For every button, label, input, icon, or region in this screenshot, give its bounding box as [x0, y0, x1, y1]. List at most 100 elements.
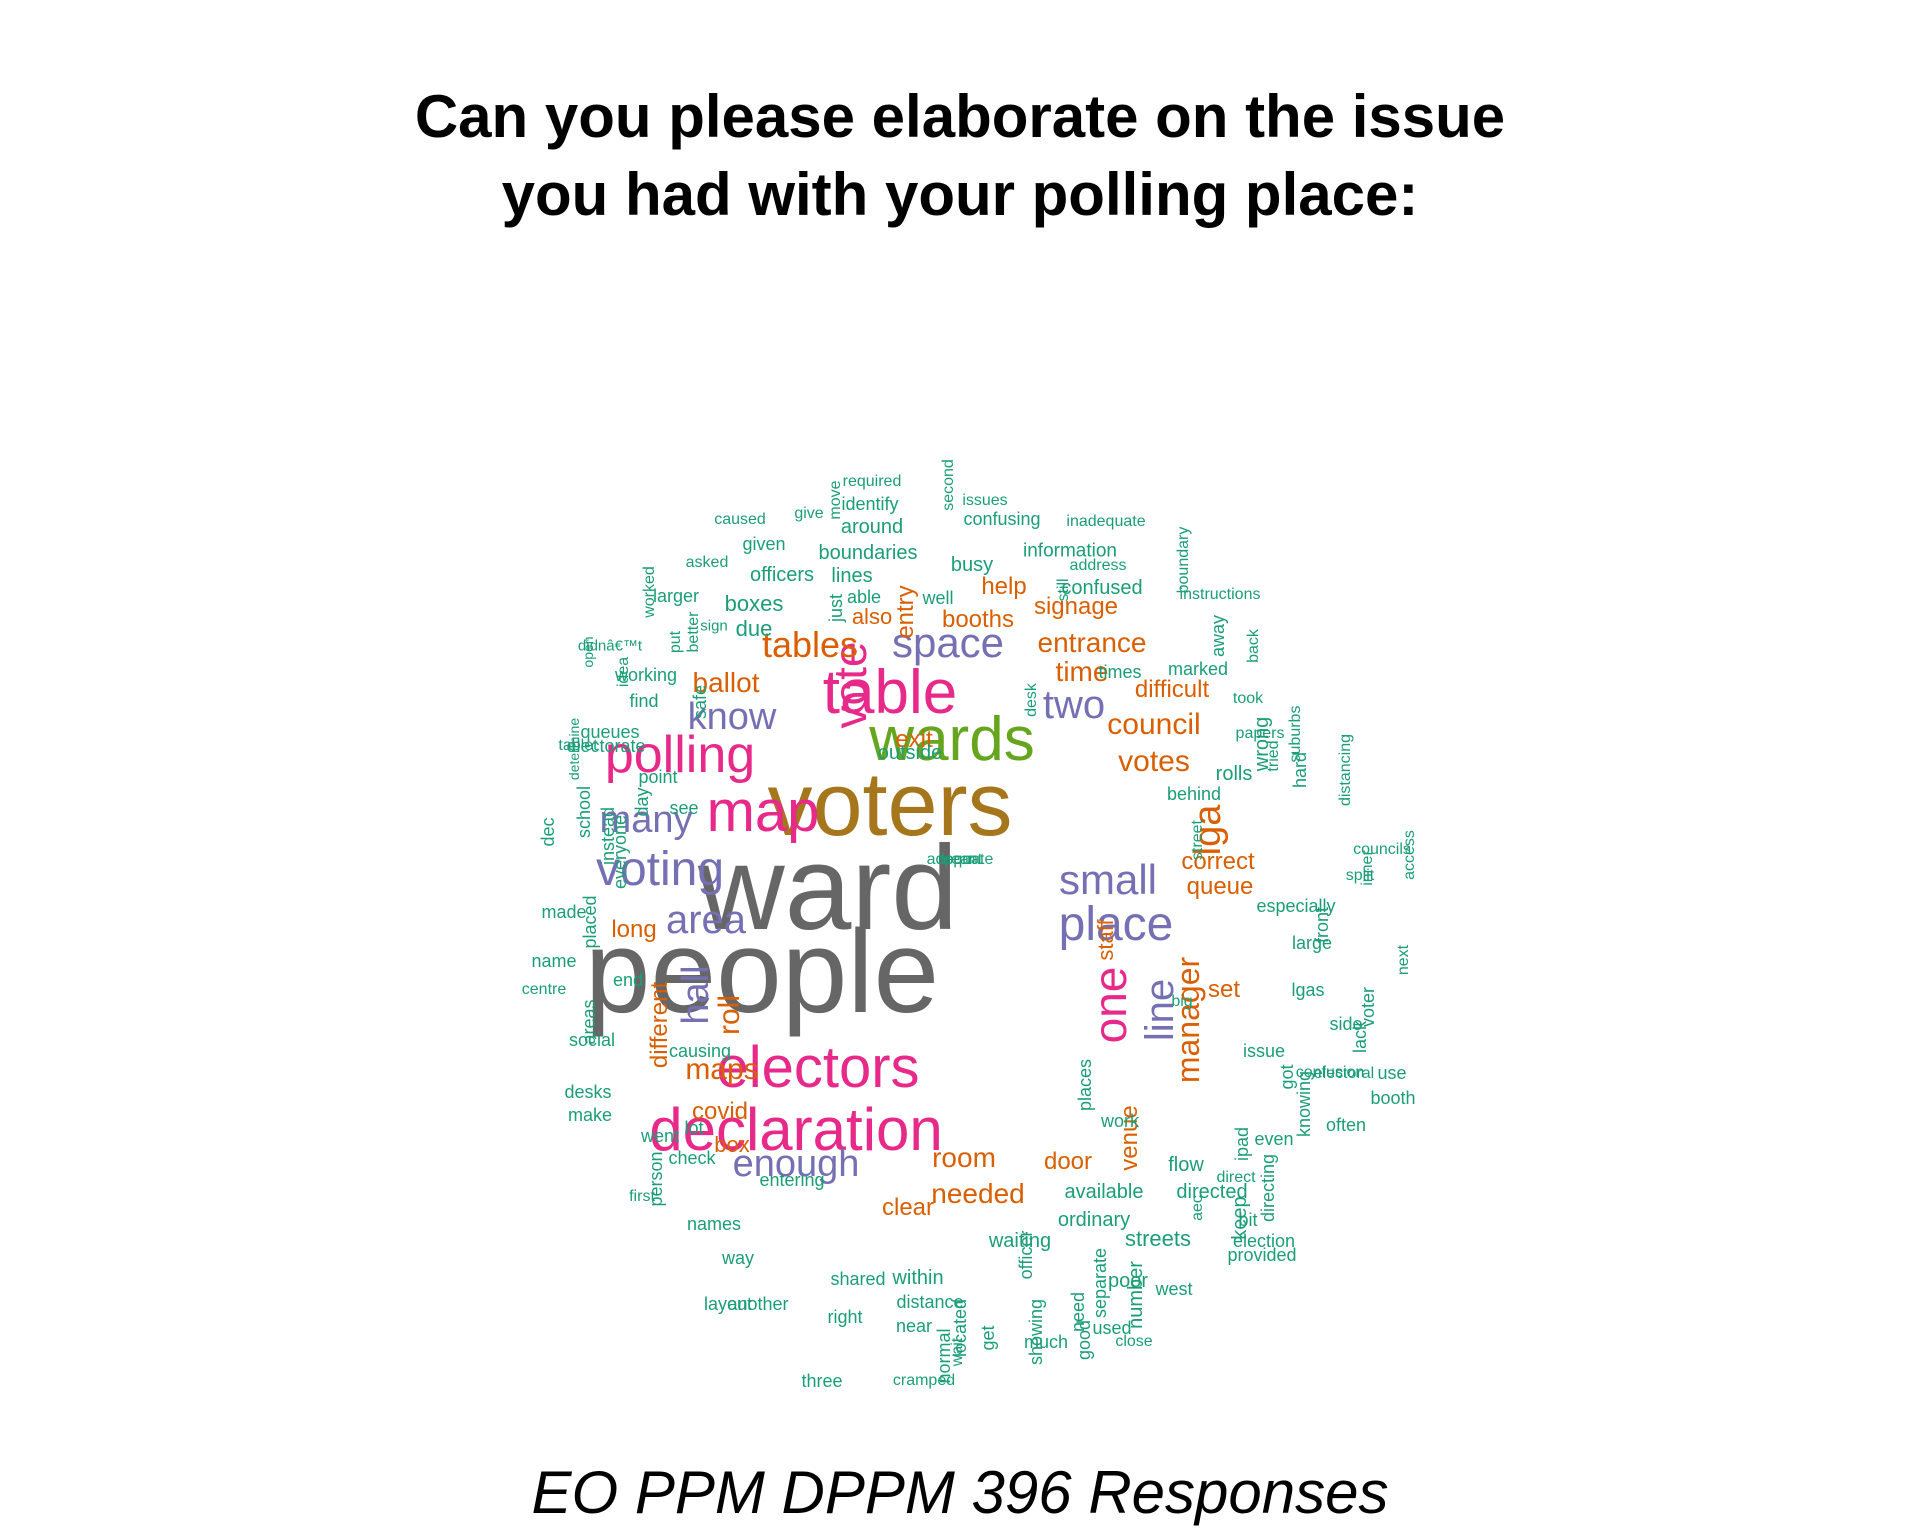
cloud-word: much — [1023, 1332, 1069, 1352]
cloud-word: didnâ€™t — [577, 637, 643, 655]
cloud-word: manager — [1170, 956, 1206, 1084]
cloud-word: names — [686, 1214, 742, 1234]
cloud-word: bit — [1238, 1210, 1258, 1230]
cloud-word: many — [599, 799, 693, 841]
cloud-word: first — [629, 1188, 655, 1205]
cloud-word: address — [1069, 557, 1127, 574]
cloud-word: entrance — [1037, 627, 1147, 658]
cloud-word: inner — [1359, 850, 1376, 886]
cloud-word: electoral — [1313, 1065, 1375, 1082]
cloud-word: dec — [538, 817, 558, 847]
cloud-word: places — [1075, 1058, 1095, 1112]
cloud-word: entering — [759, 1170, 825, 1190]
cloud-word: sign — [700, 617, 728, 635]
cloud-word: big — [1171, 993, 1193, 1010]
cloud-word: required — [842, 473, 902, 490]
cloud-word: wards — [869, 705, 1035, 774]
cloud-word: give — [794, 505, 824, 522]
cloud-word: door — [1043, 1148, 1093, 1175]
cloud-word: make — [567, 1105, 613, 1125]
cloud-word: voters — [767, 755, 1013, 855]
cloud-word: inadequate — [1066, 513, 1146, 530]
cloud-word: distancing — [1337, 733, 1354, 807]
cloud-word: layout — [703, 1294, 753, 1314]
cloud-word: second — [940, 459, 957, 511]
cloud-word: long — [611, 916, 657, 943]
cloud-word: point — [638, 767, 678, 787]
cloud-word: tablet — [558, 737, 598, 754]
cloud-word: identify — [841, 494, 899, 514]
title-line-2: you had with your polling place: — [501, 161, 1419, 228]
cloud-word: entry — [892, 585, 919, 639]
cloud-word: centre — [521, 981, 567, 998]
cloud-word: maps — [685, 1053, 759, 1086]
cloud-word: better — [685, 611, 702, 653]
cloud-word: lgas — [1291, 980, 1325, 1000]
cloud-word: around — [840, 516, 904, 538]
cloud-word: confusing — [963, 509, 1041, 529]
cloud-word: able — [846, 587, 882, 607]
cloud-word: split — [1345, 867, 1375, 884]
cloud-word: needed — [931, 1178, 1025, 1209]
cloud-word: another — [727, 1294, 789, 1314]
cloud-word: next — [1395, 944, 1412, 976]
cloud-word: poor — [1107, 1270, 1149, 1292]
cloud-word: direct — [1216, 1169, 1256, 1186]
cloud-word: officer — [1016, 1230, 1036, 1280]
cloud-word: good — [1074, 1319, 1094, 1361]
cloud-word: behind — [1166, 784, 1222, 804]
cloud-word: help — [981, 573, 1027, 600]
cloud-word: boundary — [1175, 526, 1192, 594]
cloud-word: shared — [830, 1269, 886, 1289]
cloud-word: meant — [937, 851, 983, 868]
cloud-word: use — [1377, 1063, 1407, 1083]
cloud-word: causing — [668, 1041, 732, 1061]
cloud-word: enough — [732, 1143, 860, 1185]
cloud-word: caused — [714, 511, 766, 528]
cloud-word: name — [531, 951, 577, 971]
cloud-word: day — [632, 787, 652, 817]
cloud-word: issues — [962, 492, 1008, 509]
cloud-word: placed — [580, 895, 600, 949]
cloud-word: close — [1115, 1333, 1153, 1350]
cloud-word: busy — [950, 554, 994, 576]
cloud-word: times — [1098, 662, 1142, 682]
cloud-word: often — [1325, 1115, 1367, 1135]
cloud-word: also — [851, 604, 893, 629]
cloud-word: lines — [831, 565, 873, 587]
cloud-word: ipad — [1232, 1126, 1252, 1162]
cloud-word: cramped — [892, 1372, 956, 1389]
cloud-word: within — [892, 1267, 944, 1289]
cloud-word: tables — [761, 624, 859, 665]
cloud-word: school — [574, 785, 594, 839]
cloud-word: queues — [580, 722, 640, 742]
cloud-word: roll — [713, 994, 746, 1036]
cloud-word: map — [706, 779, 820, 844]
cloud-word: desks — [564, 1082, 612, 1102]
cloud-word: find — [629, 691, 659, 711]
cloud-word: papers — [1235, 725, 1285, 742]
cloud-word: people — [584, 906, 940, 1038]
cloud-word: polling — [604, 726, 756, 784]
cloud-word: aec — [1189, 1195, 1206, 1221]
cloud-word: ward — [697, 821, 959, 955]
cloud-word: streets — [1124, 1226, 1192, 1251]
cloud-word: lot — [684, 1118, 704, 1138]
cloud-word: near — [895, 1316, 933, 1336]
cloud-word: votes — [1118, 745, 1190, 778]
cloud-word: signage — [1033, 593, 1119, 620]
cloud-word: provided — [1227, 1245, 1297, 1265]
cloud-word: end — [612, 970, 644, 990]
cloud-word: knowing — [1294, 1070, 1314, 1138]
cloud-word: booths — [941, 606, 1015, 633]
cloud-word: hall — [675, 965, 717, 1025]
cloud-word: boundaries — [818, 542, 918, 564]
cloud-word: went — [640, 1126, 680, 1146]
cloud-word: ordinary — [1057, 1209, 1131, 1231]
cloud-word: place — [1058, 898, 1174, 951]
cloud-word: still — [1055, 578, 1072, 602]
cloud-word: get — [978, 1325, 998, 1351]
cloud-word: wrong — [1251, 716, 1273, 772]
cloud-word: desk — [1023, 683, 1040, 717]
cloud-word: larger — [652, 586, 700, 606]
